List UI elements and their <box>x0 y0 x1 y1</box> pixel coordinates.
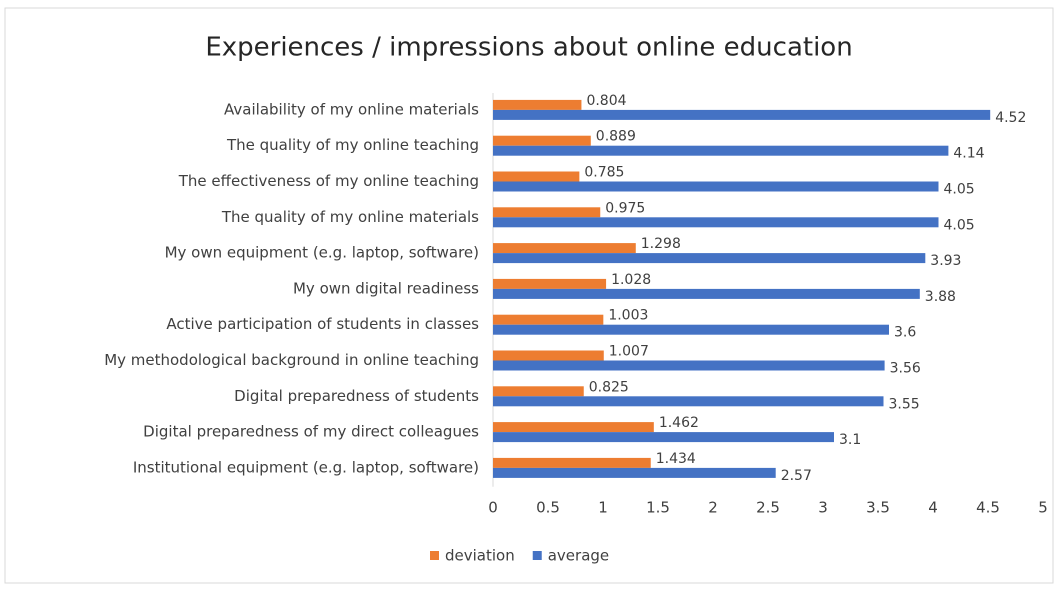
y-tick-label: My own equipment (e.g. laptop, software) <box>165 244 479 262</box>
data-label: 1.003 <box>608 308 648 324</box>
bar <box>493 386 584 397</box>
y-tick-label: The quality of my online teaching <box>226 136 479 154</box>
bar <box>493 109 991 120</box>
data-label: 0.825 <box>589 379 629 395</box>
x-tick-label: 4.5 <box>976 498 1000 516</box>
x-tick-label: 2.5 <box>756 498 780 516</box>
x-tick-label: 4 <box>928 498 938 516</box>
y-tick-label: Institutional equipment (e.g. laptop, so… <box>133 458 479 476</box>
y-tick-label: My methodological background in online t… <box>104 351 479 369</box>
bar <box>493 432 834 443</box>
bar <box>493 171 580 182</box>
data-label: 0.975 <box>605 200 645 216</box>
data-label: 1.434 <box>656 451 696 467</box>
bar <box>493 314 604 325</box>
data-label: 4.05 <box>944 182 975 198</box>
legend-swatch <box>430 551 439 560</box>
chart-title: Experiences / impressions about online e… <box>205 33 852 63</box>
x-tick-label: 2 <box>708 498 718 516</box>
bar <box>493 278 607 289</box>
data-label: 4.14 <box>953 146 984 162</box>
data-label: 4.05 <box>944 217 975 233</box>
bar <box>493 135 591 146</box>
data-label: 0.889 <box>596 129 636 145</box>
bar <box>493 422 654 433</box>
data-label: 1.462 <box>659 415 699 431</box>
x-tick-label: 5 <box>1038 498 1048 516</box>
x-tick-label: 1 <box>598 498 608 516</box>
data-label: 3.6 <box>894 325 916 341</box>
data-label: 3.55 <box>889 396 920 412</box>
data-label: 1.298 <box>641 236 681 252</box>
y-tick-label: Digital preparedness of my direct collea… <box>143 423 479 441</box>
data-label: 0.804 <box>586 93 626 109</box>
data-label: 1.007 <box>609 344 649 360</box>
legend-label: average <box>548 547 609 565</box>
x-tick-label: 1.5 <box>646 498 670 516</box>
bar <box>493 396 884 407</box>
data-label: 3.88 <box>925 289 956 305</box>
data-label: 3.56 <box>890 361 921 377</box>
bar <box>493 360 885 371</box>
bar <box>493 99 582 110</box>
legend-label: deviation <box>445 547 515 565</box>
data-label: 4.52 <box>995 110 1026 126</box>
bar <box>493 207 601 218</box>
bar <box>493 467 776 478</box>
bar <box>493 243 636 254</box>
bar <box>493 253 926 264</box>
x-tick-label: 3 <box>818 498 828 516</box>
x-tick-label: 3.5 <box>866 498 890 516</box>
data-label: 2.57 <box>781 468 812 484</box>
bar <box>493 217 939 228</box>
bar <box>493 181 939 192</box>
bar <box>493 145 949 156</box>
bar <box>493 324 889 335</box>
y-tick-label: The quality of my online materials <box>221 208 479 226</box>
x-tick-label: 0 <box>488 498 498 516</box>
y-tick-label: The effectiveness of my online teaching <box>178 172 479 190</box>
data-label: 3.1 <box>839 432 861 448</box>
legend-swatch <box>532 551 542 560</box>
y-tick-label: Availability of my online materials <box>224 100 479 118</box>
x-tick-label: 0.5 <box>536 498 560 516</box>
data-label: 0.785 <box>584 165 624 181</box>
bar <box>493 350 604 361</box>
bar <box>493 457 651 468</box>
bar <box>493 288 920 299</box>
y-tick-label: Digital preparedness of students <box>234 387 479 405</box>
data-label: 3.93 <box>930 253 961 269</box>
data-label: 1.028 <box>611 272 651 288</box>
y-tick-label: Active participation of students in clas… <box>166 315 479 333</box>
y-tick-label: My own digital readiness <box>293 279 479 297</box>
